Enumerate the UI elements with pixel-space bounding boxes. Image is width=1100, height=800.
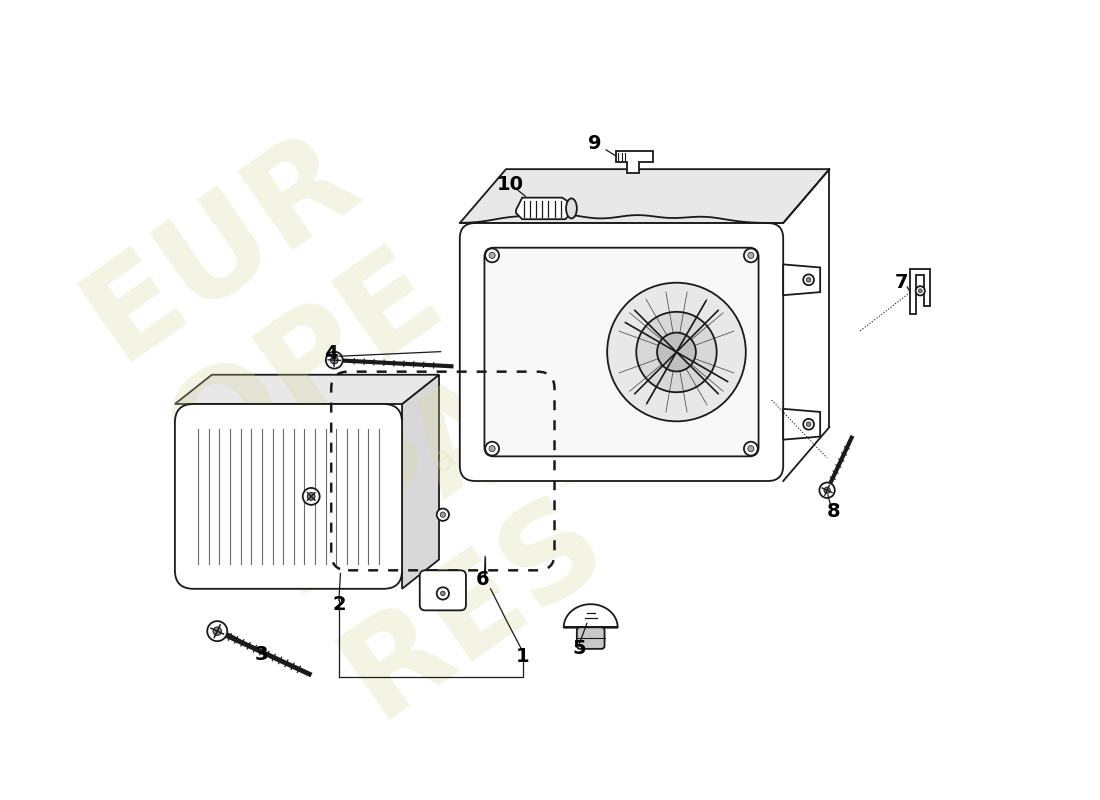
Circle shape (440, 512, 446, 518)
FancyBboxPatch shape (175, 404, 403, 589)
Circle shape (326, 352, 343, 369)
Polygon shape (563, 604, 618, 627)
Circle shape (657, 333, 696, 371)
Text: 2: 2 (332, 594, 345, 614)
Circle shape (636, 312, 717, 392)
Ellipse shape (566, 198, 576, 218)
Circle shape (485, 249, 499, 262)
Circle shape (607, 282, 746, 422)
Circle shape (440, 591, 446, 596)
Circle shape (302, 488, 320, 505)
Circle shape (744, 442, 758, 455)
Circle shape (330, 356, 338, 364)
Circle shape (437, 587, 449, 599)
Polygon shape (616, 151, 653, 173)
Text: 7: 7 (894, 273, 908, 292)
Circle shape (820, 482, 835, 498)
Text: 1: 1 (516, 647, 530, 666)
Circle shape (806, 278, 811, 282)
Circle shape (490, 252, 495, 258)
Circle shape (213, 627, 221, 635)
Circle shape (744, 249, 758, 262)
Text: 4: 4 (324, 345, 338, 363)
Circle shape (806, 422, 811, 426)
Circle shape (803, 419, 814, 430)
Circle shape (803, 274, 814, 285)
Circle shape (437, 509, 449, 521)
Polygon shape (516, 198, 572, 219)
Text: 10: 10 (496, 175, 524, 194)
FancyBboxPatch shape (576, 627, 605, 649)
Text: 5: 5 (572, 639, 586, 658)
Circle shape (748, 446, 754, 452)
Polygon shape (460, 169, 829, 223)
FancyBboxPatch shape (460, 223, 783, 481)
Circle shape (918, 289, 922, 293)
Circle shape (207, 621, 228, 641)
Polygon shape (783, 264, 821, 295)
Text: 6: 6 (476, 570, 490, 589)
Text: EUR
OPE
SPA
RES: EUR OPE SPA RES (63, 109, 634, 746)
FancyBboxPatch shape (484, 248, 759, 456)
Circle shape (915, 286, 925, 295)
Polygon shape (783, 409, 821, 440)
Circle shape (824, 487, 830, 494)
FancyBboxPatch shape (420, 570, 466, 610)
Circle shape (490, 446, 495, 452)
Text: 8: 8 (826, 502, 840, 522)
Polygon shape (911, 270, 930, 314)
Text: 9: 9 (587, 134, 602, 154)
Text: a passenger
car parts
95: a passenger car parts 95 (426, 326, 671, 544)
Polygon shape (403, 374, 439, 589)
Circle shape (485, 442, 499, 455)
Circle shape (307, 493, 315, 500)
Text: 3: 3 (255, 645, 268, 664)
Circle shape (748, 252, 754, 258)
Polygon shape (175, 374, 439, 404)
